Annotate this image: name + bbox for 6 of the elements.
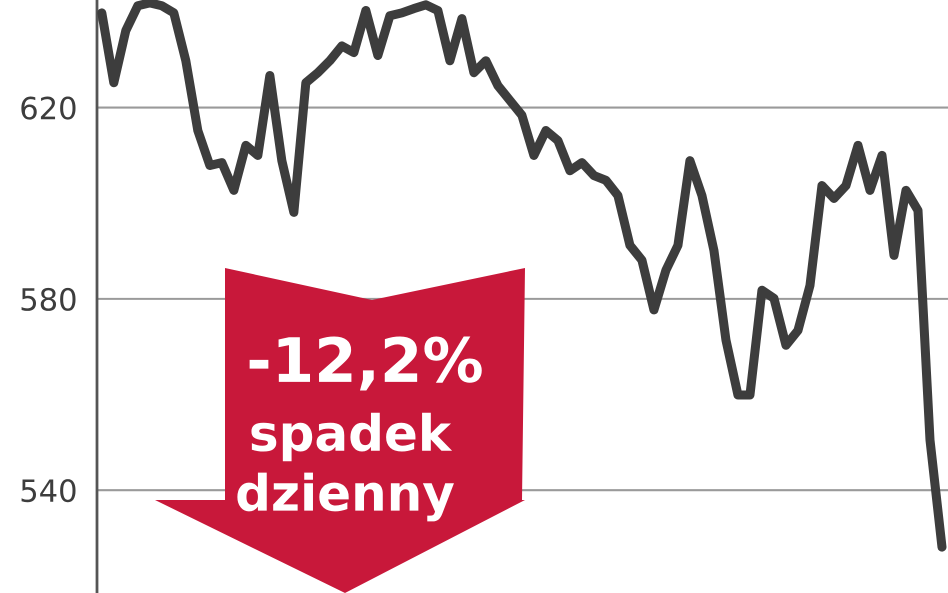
y-tick-label: 620 bbox=[21, 96, 76, 120]
annotation: -12,2% bbox=[250, 336, 482, 391]
annotation: spadek bbox=[251, 412, 452, 462]
annotation: dzienny bbox=[237, 472, 454, 522]
y-tick-label: 580 bbox=[22, 288, 76, 311]
y-tick-label: 540 bbox=[22, 479, 76, 502]
